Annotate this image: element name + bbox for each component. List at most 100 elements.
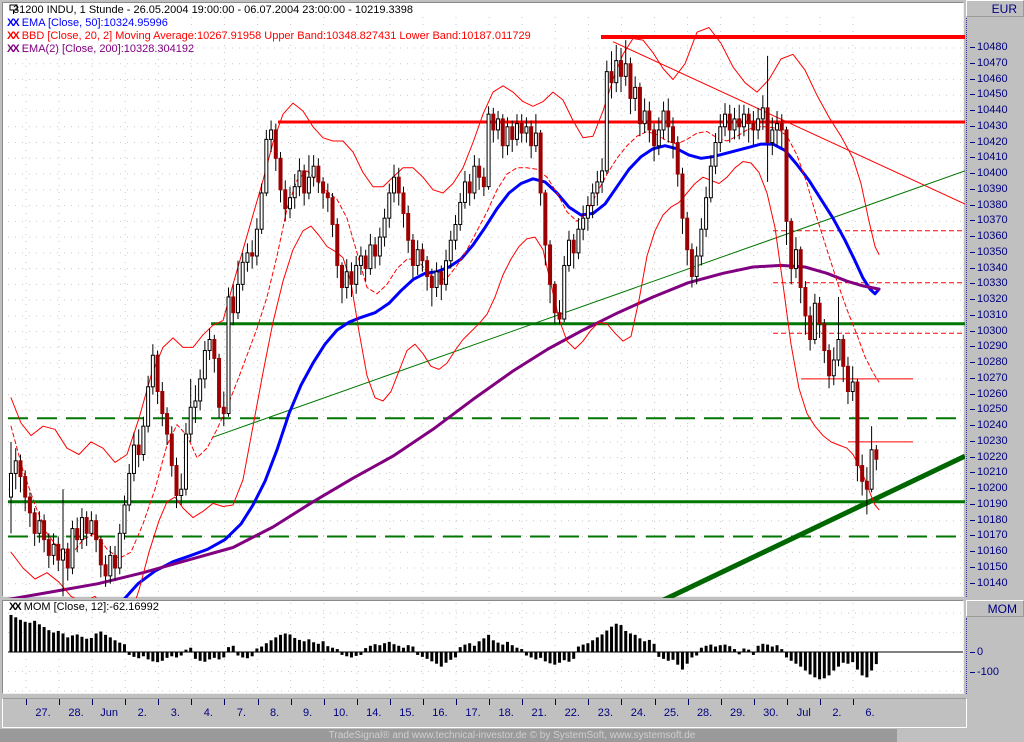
- price-scale[interactable]: 10480 10470 10460 10450 10440 10430 10420 10410…: [966, 18, 1024, 597]
- time-tick-label: 28.: [68, 707, 84, 719]
- price-tick-label: 10310: [970, 308, 1008, 321]
- legend-bbd-label: BBD [Close, 20, 2] Moving Average:10267.…: [21, 30, 531, 42]
- price-tick-label: 10220: [970, 450, 1008, 463]
- time-tick: [654, 699, 656, 705]
- time-tick-label: 21.: [531, 707, 547, 719]
- indicator-line-icon: XX: [7, 17, 20, 29]
- momentum-scale[interactable]: 0 -100: [966, 618, 1024, 694]
- price-axis[interactable]: EUR 10480 10470 10460 10450 10440 10430 10420 1…: [966, 0, 1024, 597]
- time-tick-label: 10.: [333, 707, 349, 719]
- time-tick: [819, 699, 821, 705]
- time-tick: [422, 699, 424, 705]
- momentum-axis[interactable]: MOM 0 -100: [966, 600, 1024, 694]
- time-tick: [522, 699, 524, 705]
- price-tick-label: 10160: [970, 545, 1008, 558]
- time-tick-label: 2.: [137, 707, 147, 719]
- price-tick-label: 10460: [970, 72, 1008, 85]
- time-tick-label: 28.: [696, 707, 713, 719]
- time-tick-label: 25.: [663, 707, 680, 719]
- time-tick-label: 16.: [432, 707, 448, 719]
- time-tick: [753, 699, 755, 705]
- price-tick-label: 10300: [970, 324, 1008, 337]
- momentum-panel[interactable]: XX MOM [Close, 12]:-62.16992: [2, 600, 964, 694]
- price-chart-panel[interactable]: 31200 INDU, 1 Stunde - 26.05.2004 19:00:…: [2, 2, 965, 598]
- price-tick-label: 10190: [970, 497, 1008, 510]
- chart-title: 31200 INDU, 1 Stunde - 26.05.2004 19:00:…: [13, 4, 413, 16]
- time-axis[interactable]: 27. 28. Jun 2. 3. 4. 7. 8. 9. 10. 14. 15. 16. 17. 18. 2…: [2, 698, 967, 728]
- time-tick: [158, 699, 160, 705]
- price-tick-label: 10380: [970, 198, 1008, 211]
- price-tick-label: 10410: [970, 151, 1008, 164]
- price-tick-label: 10350: [970, 245, 1008, 258]
- time-tick: [853, 699, 854, 705]
- time-tick-label: 7.: [236, 707, 247, 719]
- time-tick: [687, 699, 689, 705]
- time-tick-label: 22.: [564, 707, 580, 719]
- status-bar-text: TradeSignal® and www.technical-investor.…: [328, 730, 696, 741]
- time-tick: [59, 699, 61, 705]
- legend-ema200-label: EMA(2) [Close, 200]:10328.304192: [21, 43, 195, 55]
- momentum-canvas[interactable]: [3, 601, 965, 695]
- price-tick-label: 10480: [970, 41, 1008, 53]
- time-tick-label: 6.: [865, 707, 875, 719]
- time-tick-label: Jun: [100, 707, 119, 719]
- time-tick: [588, 699, 590, 705]
- time-tick: [489, 699, 491, 705]
- time-tick: [456, 699, 458, 705]
- price-tick-label: 10330: [970, 277, 1008, 290]
- price-tick-label: 10260: [970, 387, 1008, 400]
- chart-title-row: 31200 INDU, 1 Stunde - 26.05.2004 19:00:…: [9, 4, 413, 17]
- indicator-line-icon: XX: [9, 601, 22, 613]
- momentum-tick-label: 0: [969, 646, 984, 658]
- price-axis-unit: EUR: [966, 0, 1024, 17]
- time-tick-label: 14.: [366, 707, 382, 719]
- legend-bbd[interactable]: XX BBD [Close, 20, 2] Moving Average:1026…: [7, 30, 531, 43]
- time-tick-label: 23.: [597, 707, 613, 719]
- price-tick-label: 10430: [970, 119, 1008, 132]
- time-tick: [224, 699, 226, 705]
- momentum-legend-label: MOM [Close, 12]:-62.16992: [23, 601, 159, 613]
- time-tick-label: Jul: [796, 707, 811, 719]
- time-tick-label: 27.: [35, 707, 51, 719]
- time-tick: [555, 699, 557, 705]
- price-tick-label: 10140: [970, 576, 1008, 589]
- price-chart-canvas[interactable]: [3, 3, 965, 598]
- time-tick-label: 4.: [203, 707, 213, 719]
- price-tick-label: 10280: [970, 356, 1008, 369]
- price-tick-label: 10470: [970, 56, 1008, 69]
- time-tick-label: 9.: [303, 707, 313, 719]
- time-tick-label: 17.: [465, 707, 481, 719]
- legend-ema50-label: EMA [Close, 50]:10324.95996: [21, 17, 168, 29]
- time-tick-label: 3.: [170, 707, 180, 719]
- time-tick: [786, 699, 788, 705]
- time-tick: [621, 699, 623, 705]
- time-tick-label: 15.: [399, 707, 415, 719]
- time-tick-label: 18.: [498, 707, 514, 719]
- time-tick: [26, 699, 27, 705]
- price-tick-label: 10290: [970, 340, 1008, 353]
- time-tick: [191, 699, 193, 705]
- price-tick-label: 10450: [970, 88, 1008, 101]
- indicator-line-icon: XX: [7, 43, 20, 55]
- status-bar: [0, 729, 897, 742]
- time-tick: [92, 699, 94, 705]
- momentum-legend[interactable]: XX MOM [Close, 12]:-62.16992: [9, 601, 159, 613]
- legend-ema50[interactable]: XX EMA [Close, 50]:10324.95996: [7, 17, 168, 30]
- time-tick-label: 24.: [630, 707, 647, 719]
- price-tick-label: 10370: [970, 214, 1008, 227]
- time-tick-label: 29.: [730, 707, 746, 719]
- price-tick-label: 10340: [970, 261, 1008, 274]
- price-tick-label: 10250: [970, 403, 1008, 416]
- time-tick: [290, 699, 292, 705]
- indicator-line-icon: XX: [7, 30, 20, 42]
- time-tick: [720, 699, 722, 705]
- time-tick: [389, 699, 391, 705]
- price-tick-label: 10180: [970, 513, 1008, 526]
- time-tick: [356, 699, 358, 705]
- price-tick-label: 10270: [970, 371, 1008, 384]
- momentum-tick-label: -100: [969, 665, 1000, 678]
- price-tick-label: 10210: [970, 466, 1008, 479]
- price-tick-label: 10150: [970, 560, 1008, 573]
- legend-ema200[interactable]: XX EMA(2) [Close, 200]:10328.304192: [7, 43, 194, 56]
- time-tick: [257, 699, 259, 705]
